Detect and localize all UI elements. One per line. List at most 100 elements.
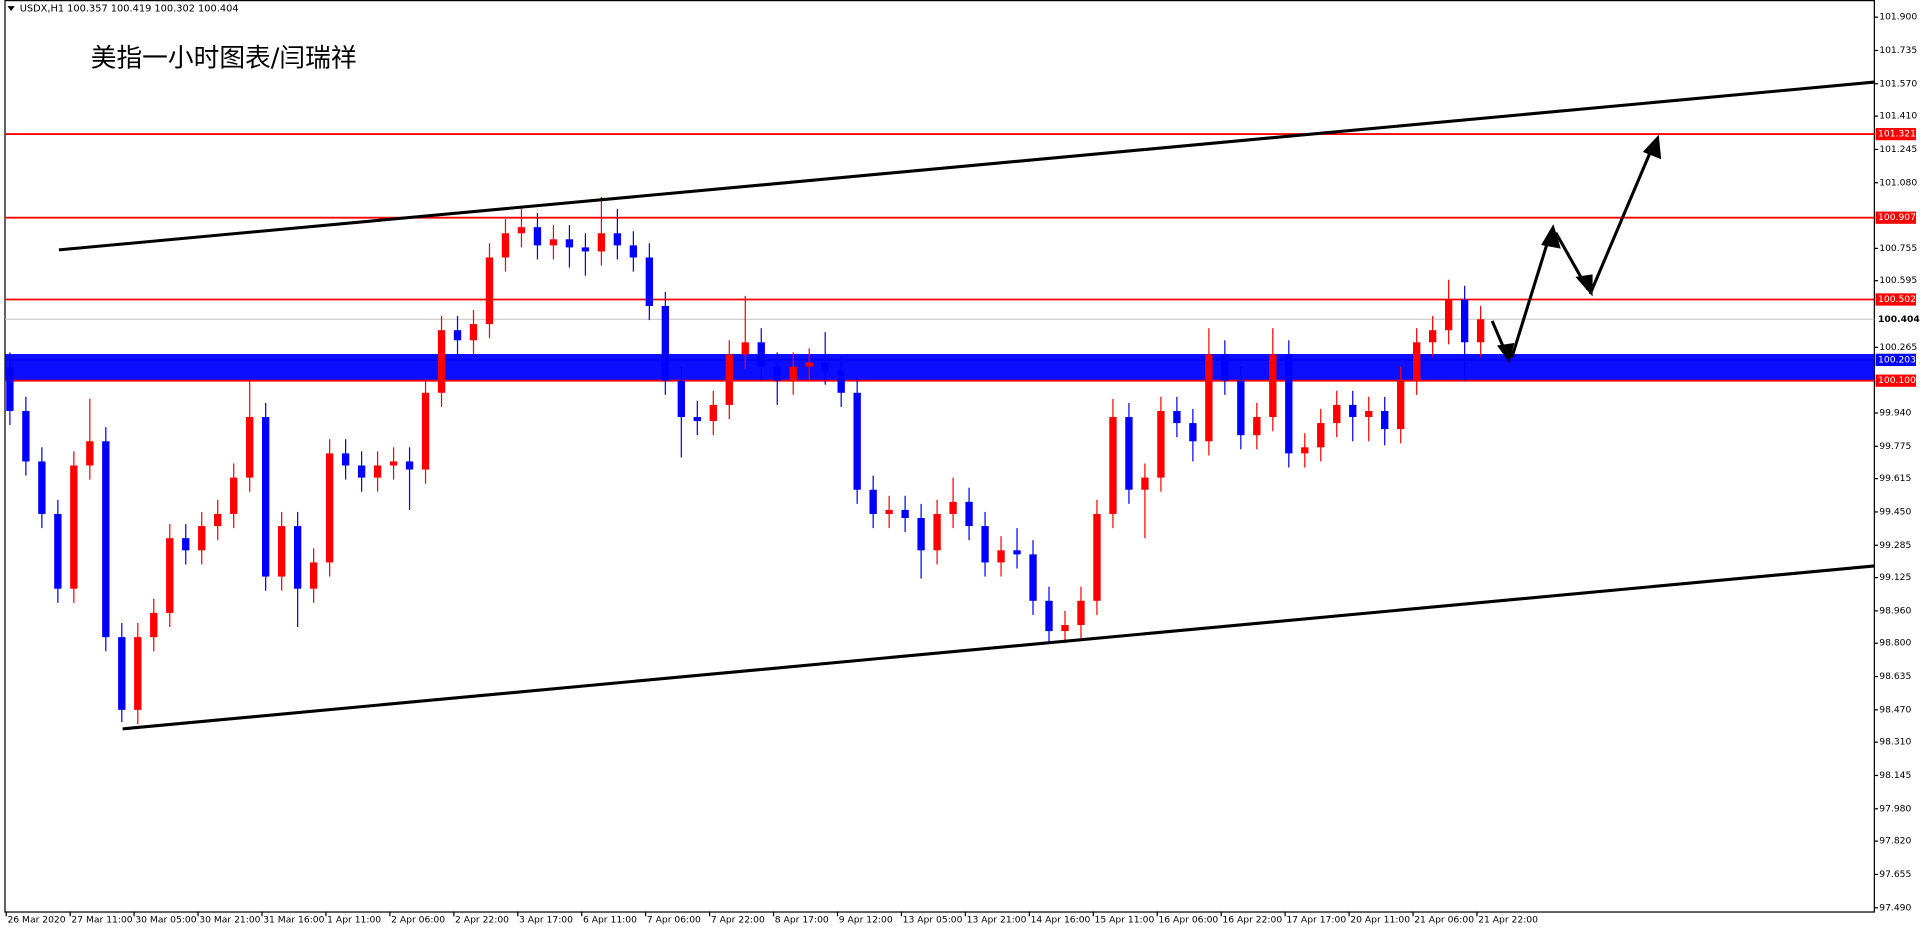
y-tick-label: 100.595	[1879, 275, 1917, 286]
level-label-box	[1875, 353, 1916, 366]
y-tick-label: 98.800	[1879, 638, 1911, 649]
y-tick-label: 97.980	[1879, 803, 1911, 814]
candle-body	[805, 362, 813, 367]
candle-body	[214, 513, 222, 527]
candle-body	[1269, 354, 1277, 418]
candle-body	[1045, 600, 1053, 632]
candle-body	[1476, 319, 1485, 343]
candle-body	[1109, 417, 1117, 514]
y-tick-label: 98.310	[1879, 737, 1911, 748]
candle-body	[581, 247, 590, 252]
y-tick-label: 100.265	[1879, 342, 1917, 353]
arrow-head	[1541, 224, 1561, 249]
candle-body	[1061, 625, 1069, 632]
candle-body	[1141, 477, 1149, 490]
x-tick-label: 9 Apr 12:00	[839, 914, 893, 925]
candle-body	[405, 461, 414, 470]
plot-border	[4, 0, 1875, 913]
candle-body	[373, 465, 382, 478]
candle-body	[341, 453, 350, 466]
lower-trendline	[122, 564, 1875, 731]
candle-body	[501, 233, 510, 258]
y-tick-label: 98.470	[1879, 704, 1911, 715]
level-label-box	[1875, 211, 1916, 224]
x-tick-label: 21 Apr 06:00	[1414, 914, 1474, 925]
chart-header: USDX,H1 100.357 100.419 100.302 100.404	[20, 4, 239, 15]
level-label: 101.321	[1878, 129, 1916, 140]
candle-body	[789, 366, 797, 381]
candle-body	[869, 489, 877, 514]
chart-title: 美指一小时图表/闫瑞祥	[91, 43, 357, 73]
candle-body	[1444, 299, 1453, 331]
candle-body	[70, 465, 78, 589]
x-tick-label: 13 Apr 21:00	[967, 914, 1027, 925]
candle-body	[645, 257, 654, 306]
candle-body	[54, 513, 62, 589]
candle-body	[1157, 410, 1165, 478]
candle-body	[1029, 554, 1037, 601]
y-tick-label: 97.820	[1879, 836, 1911, 847]
candle-body	[677, 380, 685, 418]
candle-body	[613, 233, 622, 246]
candle-body	[837, 370, 845, 393]
candle-body	[1301, 447, 1309, 454]
candle-body	[821, 362, 829, 371]
candle-body	[437, 330, 446, 393]
arrow-head	[1642, 134, 1662, 160]
zone	[5, 354, 1875, 381]
x-axis: 26 Mar 2020 27 Mar 11:00 30 Mar 05:00 30 Ma…	[5, 911, 1538, 925]
x-tick-label: 20 Apr 11:00	[1350, 914, 1410, 925]
level-label-box	[1875, 313, 1916, 326]
candle-body	[565, 239, 574, 248]
candle-body	[1221, 354, 1229, 381]
y-tick-label: 101.570	[1879, 78, 1917, 89]
y-tick-label: 99.615	[1879, 473, 1911, 484]
y-tick-label: 99.125	[1879, 572, 1911, 583]
candle-body	[325, 453, 334, 563]
level-label: 100.502	[1878, 294, 1916, 305]
x-tick-label: 16 Apr 22:00	[1222, 914, 1282, 925]
y-tick-label: 99.450	[1879, 506, 1911, 517]
arrow-head	[1497, 343, 1515, 363]
y-axis: 101.900 101.735 101.570 101.410 101.245 101.0…	[1874, 12, 1920, 913]
candle-body	[709, 404, 717, 422]
x-tick-label: 7 Apr 22:00	[711, 914, 765, 925]
y-tick-label: 101.900	[1879, 12, 1917, 23]
level-label-box	[1875, 127, 1916, 141]
candle-body	[741, 342, 749, 355]
level-label: 100.100	[1878, 375, 1916, 386]
candle-body	[421, 392, 430, 470]
candle-body	[517, 227, 526, 234]
candle-body	[1381, 410, 1389, 430]
y-tick-label: 101.735	[1879, 45, 1917, 56]
candle-body	[1013, 550, 1021, 555]
candle-body	[118, 637, 126, 710]
arrow-head	[1575, 274, 1593, 297]
candle-body	[357, 465, 366, 478]
candle-body	[277, 526, 286, 577]
candle-body	[917, 518, 925, 551]
level-label: 100.404	[1878, 314, 1920, 325]
candle-body	[1333, 404, 1341, 424]
x-tick-label: 13 Apr 05:00	[903, 914, 963, 925]
candle-body	[1285, 354, 1293, 454]
candle-body	[389, 461, 398, 466]
candle-body	[533, 227, 542, 246]
x-tick-label: 26 Mar 2020	[7, 914, 65, 925]
candle-body	[981, 526, 989, 563]
candle-body	[629, 245, 638, 258]
candle-body	[1125, 417, 1133, 490]
x-tick-label: 30 Mar 05:00	[135, 914, 196, 925]
candle-body	[1317, 423, 1325, 448]
candle-body	[469, 324, 478, 341]
x-tick-label: 2 Apr 22:00	[455, 914, 509, 925]
drawings	[58, 80, 1875, 731]
x-tick-label: 7 Apr 06:00	[647, 914, 701, 925]
x-tick-label: 27 Mar 11:00	[71, 914, 132, 925]
x-tick-label: 2 Apr 06:00	[391, 914, 445, 925]
candle-body	[22, 410, 30, 462]
candle-body	[773, 366, 781, 381]
candle-body	[38, 461, 46, 514]
candle-body	[1429, 330, 1437, 343]
